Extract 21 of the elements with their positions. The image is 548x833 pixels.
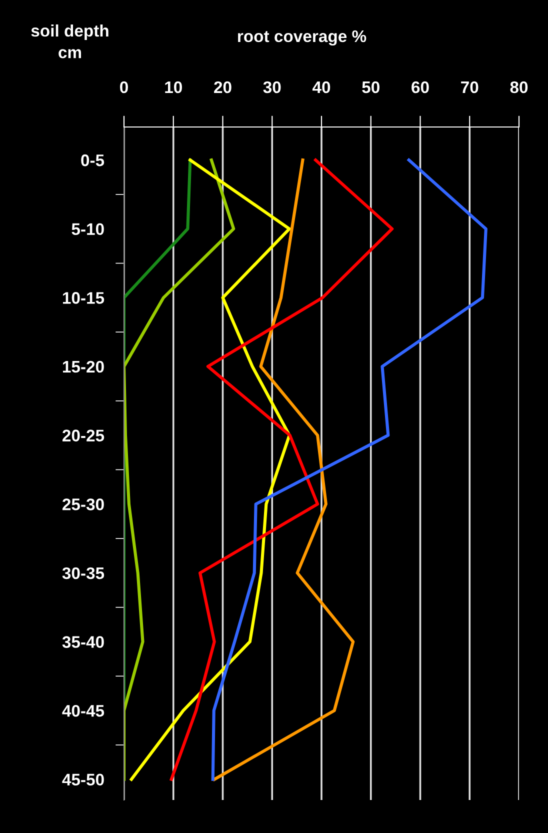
y-tick-label: 40-45	[62, 704, 104, 717]
y-tick-label: 0-5	[81, 154, 104, 166]
y-tick-label: 10-15	[62, 292, 104, 304]
y-axis-title: soil depth cm	[31, 24, 108, 58]
x-tick-label: 20	[214, 81, 232, 94]
y-tick-label: 45-50	[62, 774, 104, 786]
x-tick-label: 10	[165, 81, 182, 94]
x-tick-label: 80	[510, 81, 528, 94]
x-axis-title: root coverage %	[238, 30, 366, 46]
y-tick-label: 20-25	[62, 430, 104, 442]
x-tick-label: 60	[412, 81, 429, 94]
y-tick-label: 5-10	[72, 223, 104, 236]
y-tick-label: 30-35	[62, 567, 104, 580]
x-tick-label: 30	[263, 81, 281, 94]
x-tick-label: 70	[461, 81, 478, 94]
y-tick-label: 35-40	[62, 636, 104, 648]
y-tick-label: 15-20	[62, 360, 104, 373]
x-tick-label: 0	[120, 81, 128, 94]
x-tick-label: 40	[312, 81, 330, 94]
y-tick-label: 25-30	[62, 498, 104, 510]
x-tick-label: 50	[362, 81, 380, 94]
